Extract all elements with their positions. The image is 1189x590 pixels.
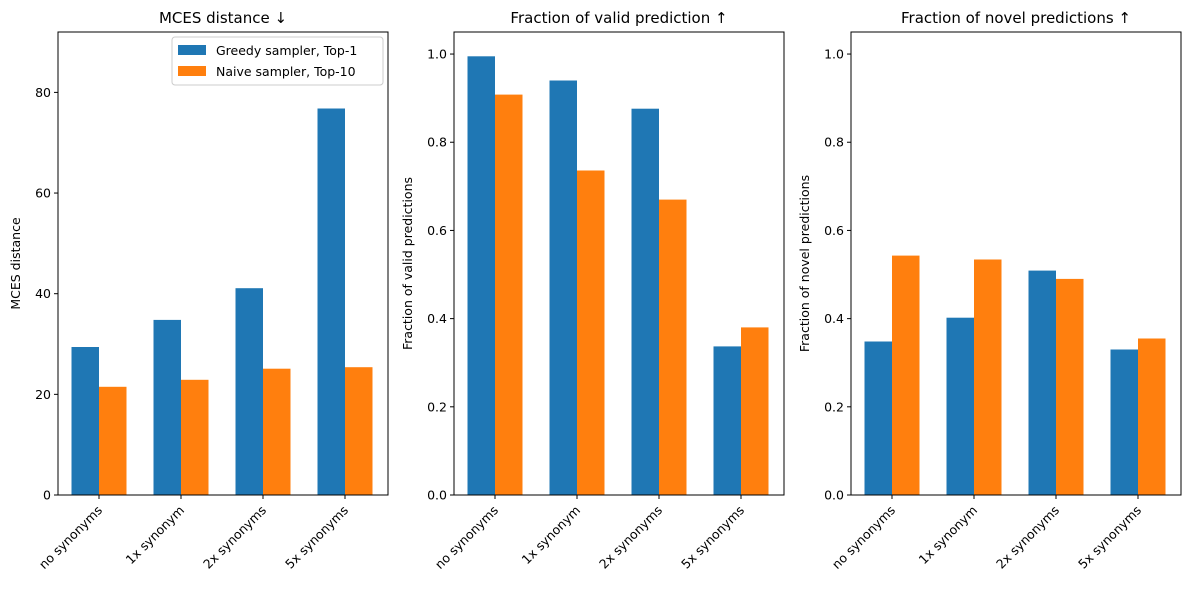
- y-tick-label: 0.4: [824, 311, 844, 326]
- y-tick-label: 0.4: [427, 311, 447, 326]
- y-tick-label: 80: [35, 85, 51, 100]
- y-tick-label: 0.8: [824, 135, 844, 150]
- bar-greedy-1: [153, 319, 181, 495]
- bar-greedy-0: [467, 56, 495, 496]
- bar-naive-1: [974, 259, 1002, 495]
- bar-greedy-2: [631, 108, 659, 495]
- y-axis-label: MCES distance: [8, 217, 23, 310]
- bar-naive-2: [263, 368, 291, 495]
- legend-label-naive: Naive sampler, Top-10: [216, 64, 356, 79]
- legend: Greedy sampler, Top-1 Naive sampler, Top…: [171, 36, 384, 86]
- bar-naive-0: [495, 94, 523, 495]
- legend-swatch-naive: [178, 66, 206, 76]
- legend-box: [171, 36, 384, 86]
- y-axis-label: Fraction of valid predictions: [400, 177, 415, 350]
- y-tick-label: 0.6: [427, 223, 447, 238]
- bar-naive-1: [181, 379, 209, 495]
- bar-naive-1: [577, 170, 605, 495]
- bar-greedy-2: [1028, 270, 1056, 495]
- y-tick-label: 0.2: [824, 399, 844, 414]
- y-tick-label: 60: [35, 186, 51, 201]
- y-tick-label: 0.0: [427, 488, 447, 503]
- bar-greedy-1: [549, 80, 577, 495]
- bar-naive-0: [99, 386, 127, 495]
- bar-naive-2: [1056, 278, 1084, 495]
- bar-greedy-3: [1110, 349, 1138, 495]
- axes-frame: [453, 31, 785, 496]
- y-tick-label: 40: [35, 286, 51, 301]
- bar-greedy-3: [713, 346, 741, 495]
- bar-greedy-0: [71, 347, 99, 495]
- bar-naive-3: [345, 367, 373, 495]
- legend-swatch-greedy: [178, 45, 206, 55]
- y-tick-label: 20: [35, 387, 51, 402]
- y-tick-label: 1.0: [824, 47, 844, 62]
- axes-frame: [850, 31, 1182, 496]
- y-tick-label: 0.0: [824, 488, 844, 503]
- bar-naive-0: [892, 255, 920, 495]
- bar-naive-3: [741, 327, 769, 495]
- bar-greedy-3: [317, 108, 345, 495]
- panel-title: Fraction of valid prediction ↑: [510, 9, 727, 27]
- y-tick-label: 0.8: [427, 135, 447, 150]
- y-axis-label: Fraction of novel predictions: [797, 175, 812, 352]
- y-tick-label: 0: [43, 488, 51, 503]
- y-tick-label: 1.0: [427, 47, 447, 62]
- legend-label-greedy: Greedy sampler, Top-1: [216, 43, 357, 58]
- bar-naive-2: [659, 199, 687, 495]
- axes-frame: [57, 31, 389, 496]
- bar-naive-3: [1138, 338, 1166, 495]
- panel-title: Fraction of novel predictions ↑: [901, 9, 1131, 27]
- bar-greedy-1: [946, 317, 974, 495]
- y-tick-label: 0.2: [427, 399, 447, 414]
- bar-greedy-2: [235, 288, 263, 495]
- bar-greedy-0: [864, 341, 892, 495]
- y-tick-label: 0.6: [824, 223, 844, 238]
- panel-title: MCES distance ↓: [159, 9, 287, 27]
